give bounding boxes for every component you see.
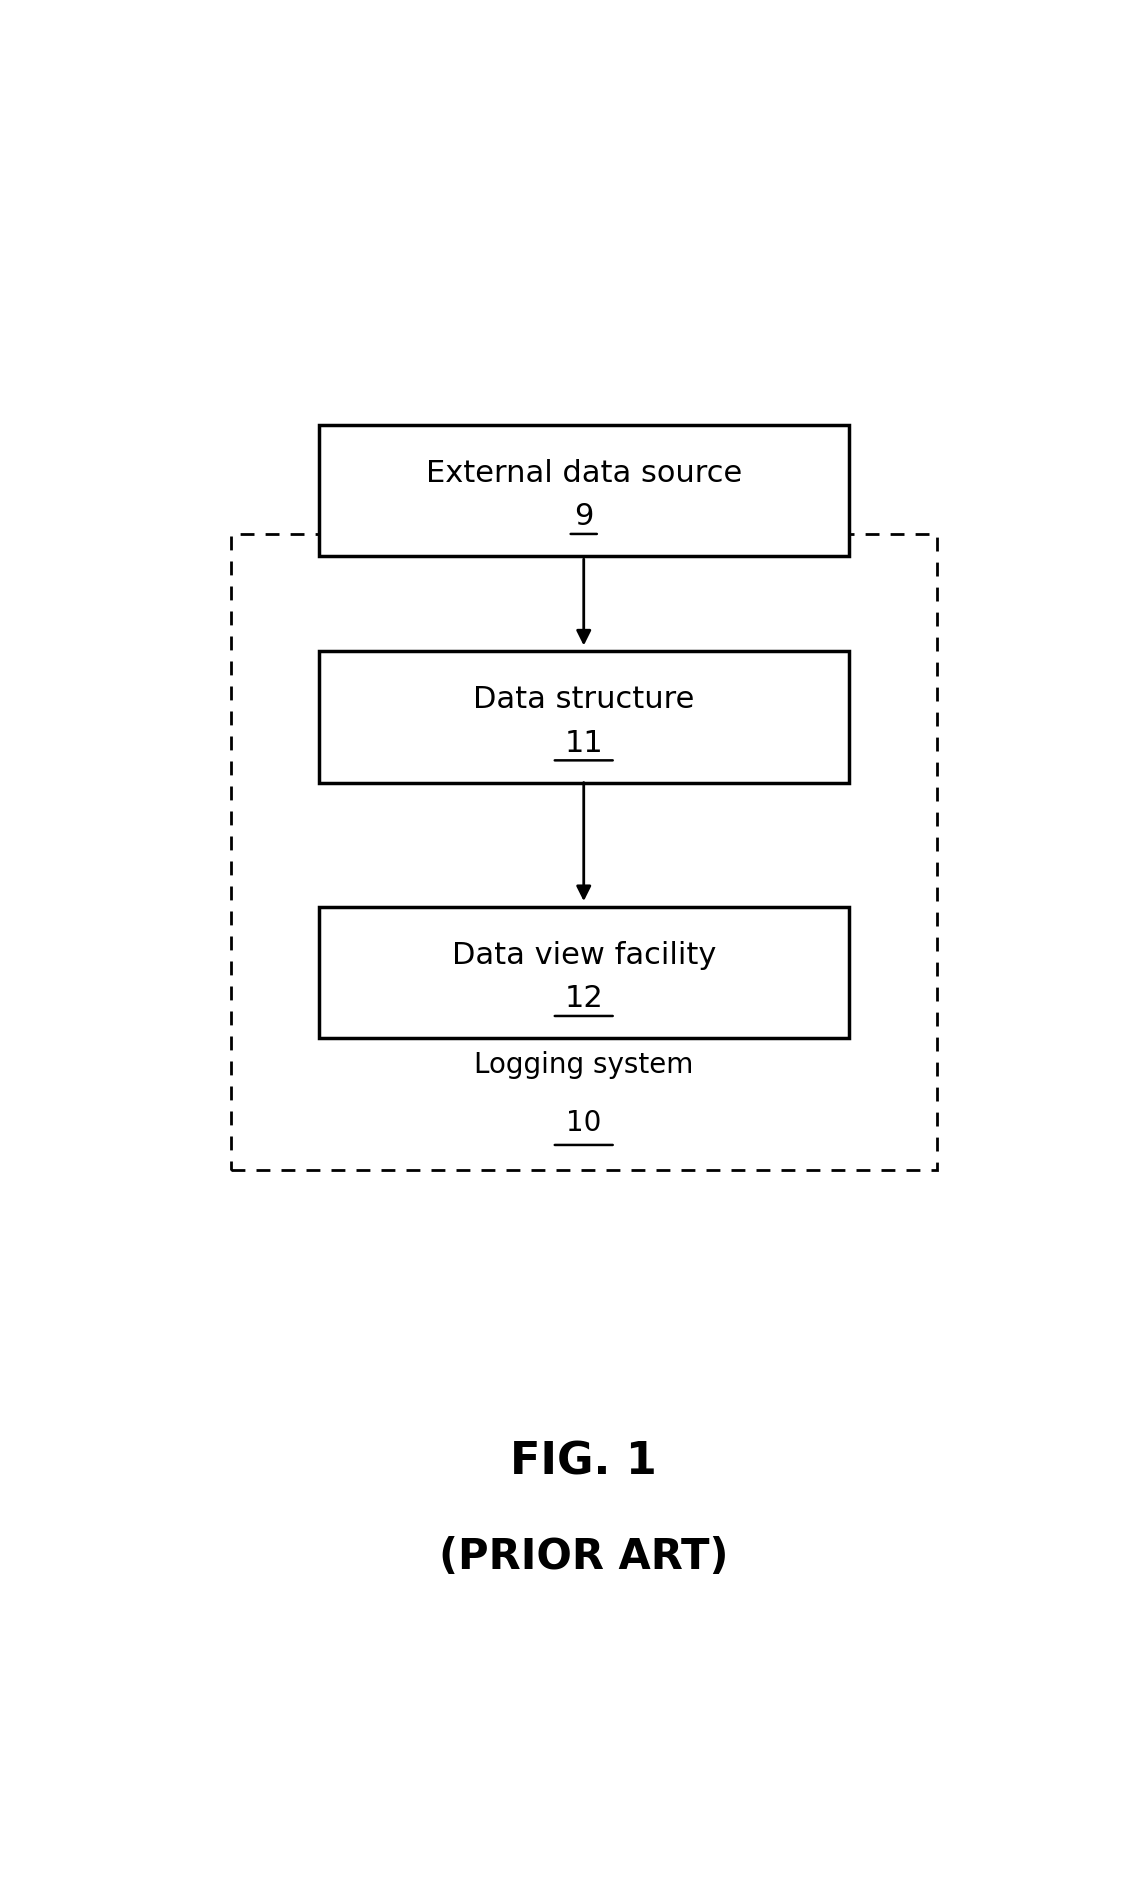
Text: FIG. 1: FIG. 1 [510,1440,657,1483]
Text: 12: 12 [564,985,604,1013]
Text: 11: 11 [564,728,604,757]
Text: External data source: External data source [426,459,741,488]
FancyBboxPatch shape [319,907,849,1038]
Text: Data view facility: Data view facility [451,941,716,969]
Text: 10: 10 [566,1110,601,1136]
Text: (PRIOR ART): (PRIOR ART) [439,1537,729,1578]
Text: Logging system: Logging system [474,1051,694,1079]
Text: 9: 9 [574,503,593,531]
FancyBboxPatch shape [319,425,849,556]
FancyBboxPatch shape [319,651,849,783]
FancyBboxPatch shape [231,535,937,1170]
Text: Data structure: Data structure [473,685,695,715]
